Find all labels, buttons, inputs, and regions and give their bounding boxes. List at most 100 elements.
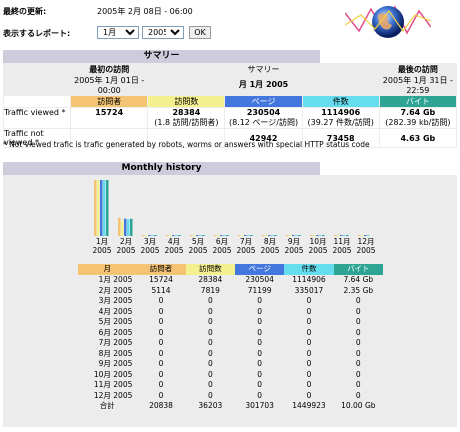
table-cell: 0: [306, 380, 312, 389]
chart-bar: [223, 235, 226, 236]
chart-x-label: 2月 2005: [116, 237, 136, 255]
chart-bar: [298, 235, 301, 236]
table-cell: 230504: [245, 275, 274, 284]
table-cell: 0: [158, 296, 164, 305]
period-value: 月 1月 2005: [238, 80, 289, 89]
monthly-chart: [94, 180, 370, 236]
table-cell: 0: [355, 306, 361, 316]
table-cell: 0: [355, 390, 361, 400]
viewed-visits-sub: (1.8 訪問/訪問者): [154, 118, 219, 127]
table-cell: 0: [306, 369, 312, 379]
chart-x-label: 11月 2005: [332, 237, 352, 255]
chart-x-label: 5月 2005: [188, 237, 208, 255]
period-label: サマリー: [247, 65, 280, 74]
table-cell: 1月 2005: [98, 275, 133, 284]
table-cell: 0: [207, 390, 213, 400]
table-cell: 71199: [247, 285, 272, 295]
table-cell: 0: [355, 296, 361, 305]
table-cell: 0: [355, 348, 361, 358]
table-cell: 5月 2005: [98, 317, 133, 326]
first-visit-value: 2005年 1月 01日 - 00:00: [74, 76, 145, 95]
chart-bar: [346, 235, 349, 236]
chart-bar: [340, 235, 343, 236]
chart-bar: [118, 217, 121, 236]
col-visitors: 訪問者: [70, 95, 149, 108]
table-cell: 0: [257, 338, 263, 347]
chart-bar: [106, 180, 109, 236]
monthly-table: 月訪問者 訪問数 ページ 件数 バイト 1月 2005 15724 28384 230504 11…: [78, 264, 383, 412]
table-cell: 0: [306, 338, 312, 347]
total-cell: 合計: [78, 401, 137, 412]
monthly-col-header: 訪問者: [136, 264, 186, 275]
table-cell: 7.64 Gb: [343, 275, 374, 284]
monthly-col-header: ページ: [235, 264, 285, 275]
first-visit-label: 最初の訪問: [89, 65, 130, 74]
table-cell: 0: [257, 296, 263, 305]
summary-note: * Not viewed trafic is trafic generated …: [3, 140, 370, 149]
table-cell: 15724: [149, 275, 173, 284]
viewed-visitors: 15724: [70, 107, 149, 129]
monthly-col-header: バイト: [333, 264, 383, 275]
table-cell: 6月 2005: [98, 327, 133, 337]
chart-bar: [178, 235, 181, 236]
table-row: 4月 2005 0 0 0 0 0: [78, 307, 383, 318]
col-bytes: バイト: [378, 95, 458, 108]
table-cell: 0: [306, 317, 312, 326]
chart-bar: [166, 235, 169, 236]
chart-bar: [241, 235, 244, 236]
monthly-col-header: 訪問数: [185, 264, 235, 275]
table-cell: 0: [158, 380, 164, 389]
chart-bar: [247, 235, 250, 236]
table-cell: 0: [158, 306, 164, 316]
chart-bar: [238, 235, 241, 236]
notviewed-pages: 42942: [224, 128, 303, 148]
table-cell: 5114: [151, 285, 171, 295]
chart-bar: [202, 235, 205, 236]
chart-bar: [199, 235, 202, 236]
table-cell: 0: [257, 359, 263, 368]
chart-bar: [286, 235, 289, 236]
table-cell: 7819: [200, 285, 220, 295]
table-cell: 0: [158, 359, 164, 368]
summary-table: 最初の訪問 2005年 1月 01日 - 00:00 サマリー 月 1月 200…: [2, 63, 458, 148]
col-pages: ページ: [224, 95, 303, 108]
chart-bar: [97, 180, 100, 236]
chart-bar: [145, 235, 148, 236]
table-cell: 28384: [198, 275, 223, 284]
col-visits: 訪問数: [147, 95, 226, 108]
chart-bar: [100, 180, 103, 236]
last-update-label: 最終の更新:: [3, 7, 47, 16]
table-cell: 10月 2005: [93, 369, 133, 379]
chart-x-label: 7月 2005: [236, 237, 256, 255]
year-select[interactable]: 2005: [142, 26, 184, 39]
chart-bar: [265, 235, 268, 236]
table-cell: 335017: [294, 285, 324, 295]
table-cell: 0: [257, 317, 263, 326]
chart-bar: [214, 235, 217, 236]
chart-x-label: 6月 2005: [212, 237, 232, 255]
chart-bar: [271, 235, 274, 236]
table-cell: 0: [158, 338, 164, 347]
table-cell: 0: [207, 380, 213, 389]
month-select[interactable]: 1月: [97, 26, 139, 39]
table-cell: 0: [355, 317, 361, 326]
table-cell: 0: [257, 380, 263, 389]
table-cell: 9月 2005: [98, 359, 133, 368]
monthly-col-header: 件数: [284, 264, 334, 275]
chart-bar: [103, 180, 106, 236]
chart-bar: [289, 235, 292, 236]
table-cell: 0: [207, 338, 213, 347]
chart-x-label: 1月 2005: [92, 237, 112, 255]
monthly-col-header: 月: [78, 264, 137, 275]
table-cell: 0: [207, 348, 213, 358]
ok-button[interactable]: OK: [189, 26, 211, 39]
chart-bar: [367, 235, 370, 236]
table-cell: 0: [158, 317, 164, 326]
chart-bar: [124, 218, 127, 236]
viewed-bytes: 7.64 Gb: [400, 108, 436, 117]
chart-bar: [322, 235, 325, 236]
table-cell: 0: [306, 348, 312, 358]
chart-x-label: 4月 2005: [164, 237, 184, 255]
total-cell: 36203: [185, 401, 235, 412]
table-cell: 0: [355, 359, 361, 368]
